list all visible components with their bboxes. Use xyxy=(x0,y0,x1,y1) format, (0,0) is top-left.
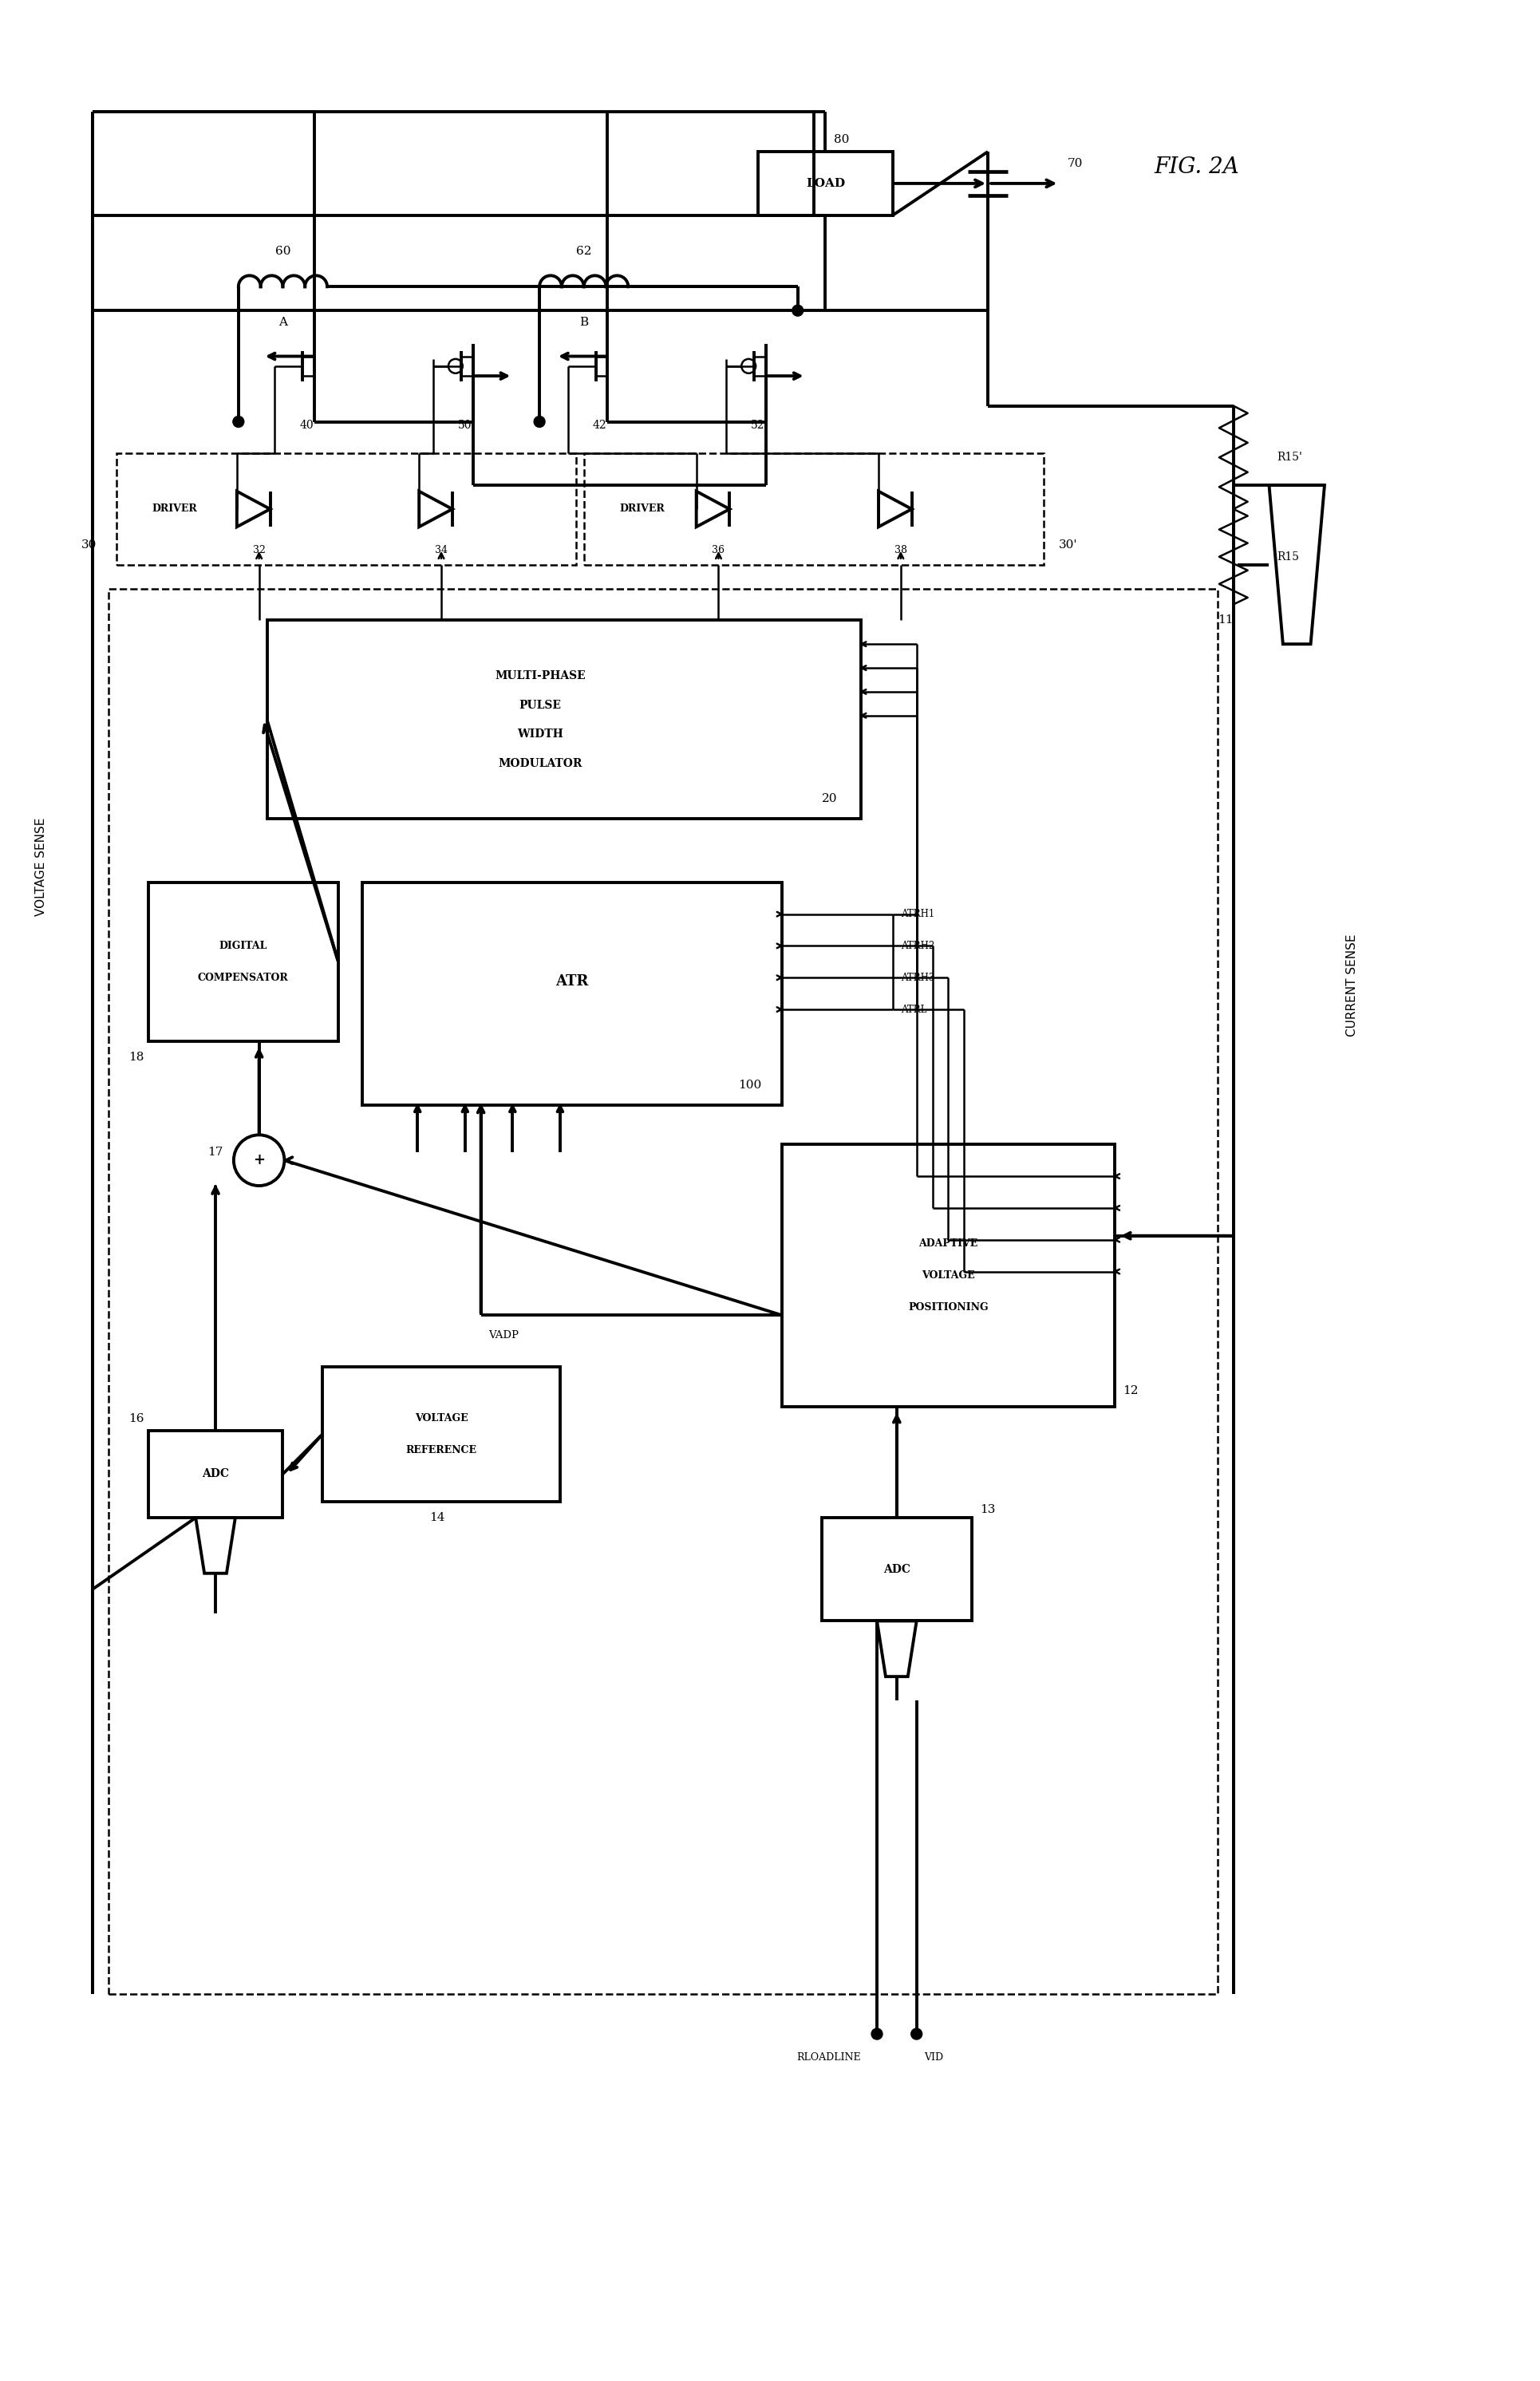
Text: DRIVER: DRIVER xyxy=(152,505,197,514)
Text: 36: 36 xyxy=(711,545,725,555)
Text: MODULATOR: MODULATOR xyxy=(499,757,582,769)
Text: 12: 12 xyxy=(1123,1386,1138,1395)
Text: 38: 38 xyxy=(895,545,907,555)
Text: 16: 16 xyxy=(129,1412,145,1424)
Text: ATRH3: ATRH3 xyxy=(901,971,935,983)
Circle shape xyxy=(792,305,804,317)
Text: VID: VID xyxy=(924,2052,944,2062)
Text: LOAD: LOAD xyxy=(805,179,845,188)
Text: ADC: ADC xyxy=(882,1564,910,1574)
Text: FIG. 2A: FIG. 2A xyxy=(1153,157,1240,179)
Text: VOLTAGE SENSE: VOLTAGE SENSE xyxy=(35,817,48,917)
Text: CURRENT SENSE: CURRENT SENSE xyxy=(1346,933,1358,1036)
Text: 80: 80 xyxy=(833,133,849,145)
Circle shape xyxy=(872,2029,882,2041)
Text: B: B xyxy=(579,317,588,329)
Text: VADP: VADP xyxy=(488,1331,519,1341)
Text: DIGITAL: DIGITAL xyxy=(219,940,268,950)
Text: 20: 20 xyxy=(822,793,838,805)
Text: COMPENSATOR: COMPENSATOR xyxy=(197,971,288,983)
Bar xyxy=(821,1517,972,1621)
Bar xyxy=(322,1367,561,1502)
Text: 50: 50 xyxy=(457,419,471,431)
Text: ATR: ATR xyxy=(556,974,588,988)
Text: MULTI-PHASE: MULTI-PHASE xyxy=(494,671,585,681)
Text: 11: 11 xyxy=(1218,614,1234,626)
Text: ATRH1: ATRH1 xyxy=(901,910,935,919)
Text: +: + xyxy=(253,1152,265,1167)
Text: ADC: ADC xyxy=(202,1469,229,1479)
Text: ATRL: ATRL xyxy=(901,1005,927,1014)
Text: ADAPTIVE: ADAPTIVE xyxy=(919,1238,978,1250)
Text: 70: 70 xyxy=(1067,157,1083,169)
Text: 32: 32 xyxy=(253,545,265,555)
Text: 30: 30 xyxy=(82,538,97,550)
Bar xyxy=(108,588,1218,1995)
Bar xyxy=(148,1431,283,1517)
Text: 18: 18 xyxy=(129,1052,145,1062)
Text: 34: 34 xyxy=(434,545,448,555)
Text: 42: 42 xyxy=(593,419,607,431)
Circle shape xyxy=(233,417,243,426)
Bar xyxy=(584,452,1043,564)
Text: 30': 30' xyxy=(1060,538,1078,550)
Text: A: A xyxy=(279,317,286,329)
Text: 13: 13 xyxy=(979,1505,995,1514)
Text: 60: 60 xyxy=(276,245,291,257)
Bar xyxy=(117,452,576,564)
Text: RLOADLINE: RLOADLINE xyxy=(796,2052,861,2062)
Text: DRIVER: DRIVER xyxy=(619,505,665,514)
Circle shape xyxy=(534,417,545,426)
Text: 40: 40 xyxy=(300,419,314,431)
Text: 17: 17 xyxy=(208,1148,223,1157)
Text: 52: 52 xyxy=(752,419,765,431)
Text: R15: R15 xyxy=(1277,550,1300,562)
Text: POSITIONING: POSITIONING xyxy=(909,1302,989,1312)
Text: WIDTH: WIDTH xyxy=(517,729,564,740)
Bar xyxy=(266,621,861,819)
Text: PULSE: PULSE xyxy=(519,700,562,712)
Text: ATRH2: ATRH2 xyxy=(901,940,935,950)
Bar xyxy=(782,1145,1115,1407)
Text: R15': R15' xyxy=(1277,452,1303,462)
Circle shape xyxy=(912,2029,922,2041)
Text: 62: 62 xyxy=(576,245,591,257)
Text: 100: 100 xyxy=(739,1079,762,1090)
Text: 14: 14 xyxy=(430,1512,445,1524)
Bar xyxy=(758,152,893,214)
Bar xyxy=(148,883,339,1040)
Text: VOLTAGE: VOLTAGE xyxy=(414,1414,468,1424)
Text: VOLTAGE: VOLTAGE xyxy=(921,1271,975,1281)
Text: REFERENCE: REFERENCE xyxy=(405,1445,477,1455)
Bar xyxy=(362,883,782,1105)
